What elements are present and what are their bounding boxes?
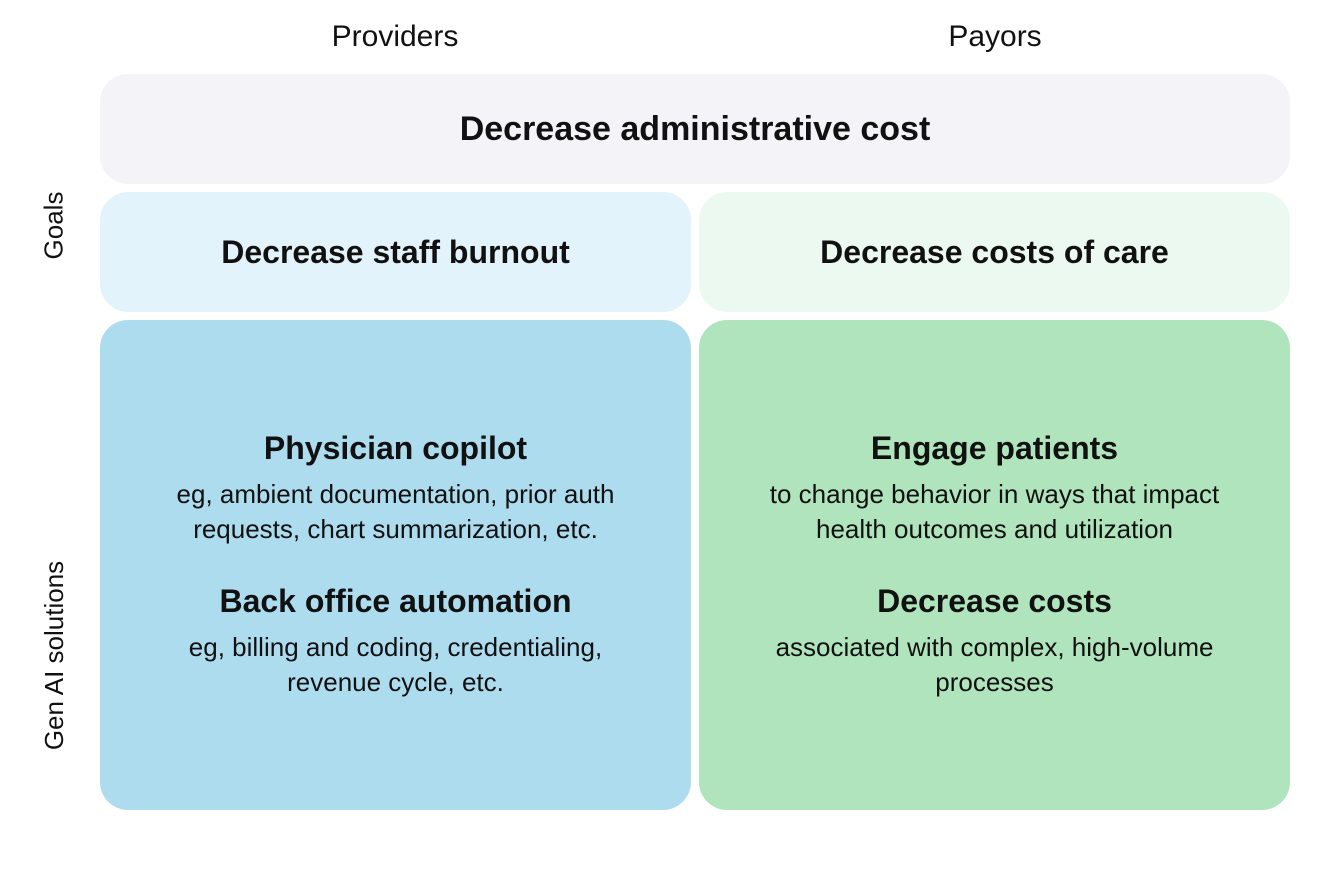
solution-title: Physician copilot	[150, 430, 641, 467]
solution-desc: eg, ambient documentation, prior auth re…	[150, 477, 641, 547]
solution-block: Decrease costs associated with complex, …	[749, 583, 1240, 700]
solutions-payors: Engage patients to change behavior in wa…	[699, 320, 1290, 810]
column-header-payors: Payors	[700, 20, 1290, 54]
goals-row: Decrease staff burnout Decrease costs of…	[100, 192, 1290, 312]
infographic-frame: Providers Payors Goals Decrease administ…	[0, 0, 1330, 888]
solution-desc: associated with complex, high-volume pro…	[749, 630, 1240, 700]
solution-title: Back office automation	[150, 583, 641, 620]
column-header-providers: Providers	[100, 20, 690, 54]
goal-payors: Decrease costs of care	[699, 192, 1290, 312]
goals-banner: Decrease administrative cost	[100, 74, 1290, 184]
column-headers: Providers Payors	[100, 20, 1290, 54]
row-label-goals: Goals	[38, 192, 69, 260]
solution-title: Engage patients	[749, 430, 1240, 467]
goal-providers-text: Decrease staff burnout	[221, 234, 570, 271]
goal-providers: Decrease staff burnout	[100, 192, 691, 312]
solutions-row: Physician copilot eg, ambient documentat…	[100, 320, 1290, 810]
solution-block: Physician copilot eg, ambient documentat…	[150, 430, 641, 547]
solution-desc: to change behavior in ways that impact h…	[749, 477, 1240, 547]
solution-block: Back office automation eg, billing and c…	[150, 583, 641, 700]
solutions-providers: Physician copilot eg, ambient documentat…	[100, 320, 691, 810]
solution-title: Decrease costs	[749, 583, 1240, 620]
row-label-solutions: Gen AI solutions	[39, 561, 70, 750]
goal-payors-text: Decrease costs of care	[820, 234, 1169, 271]
solution-block: Engage patients to change behavior in wa…	[749, 430, 1240, 547]
solution-desc: eg, billing and coding, credentialing, r…	[150, 630, 641, 700]
